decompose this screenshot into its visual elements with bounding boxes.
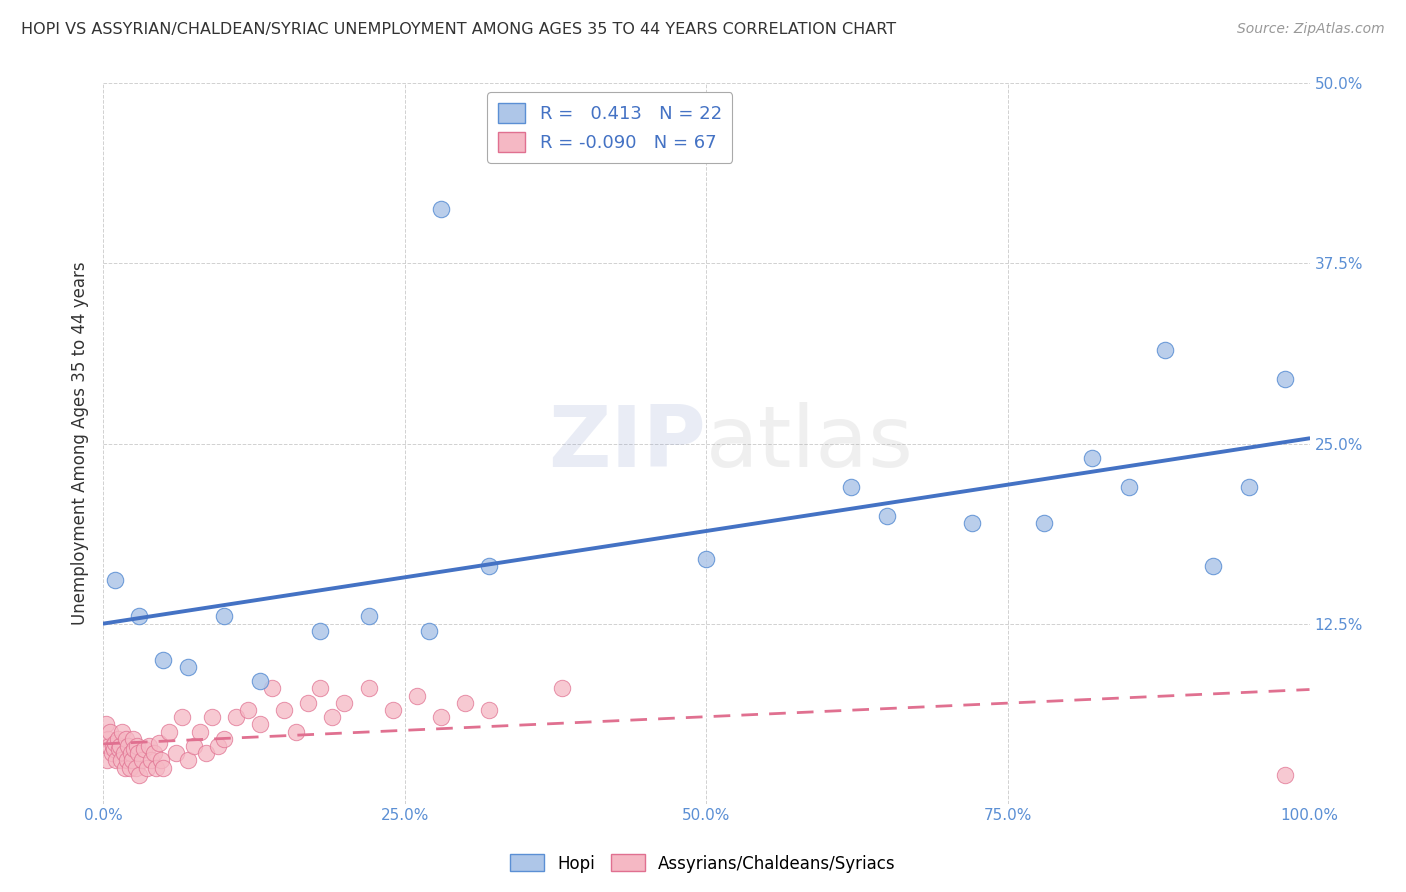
Point bbox=[1081, 450, 1104, 465]
Text: atlas: atlas bbox=[706, 402, 914, 485]
Point bbox=[236, 703, 259, 717]
Point bbox=[321, 710, 343, 724]
Point bbox=[134, 742, 156, 756]
Point bbox=[550, 681, 572, 696]
Point bbox=[1153, 343, 1175, 357]
Point bbox=[107, 731, 129, 746]
Point bbox=[127, 746, 149, 760]
Point bbox=[1202, 558, 1225, 573]
Point bbox=[103, 742, 125, 756]
Point bbox=[201, 710, 224, 724]
Point bbox=[108, 742, 131, 756]
Point bbox=[695, 551, 717, 566]
Point bbox=[405, 689, 427, 703]
Point bbox=[121, 753, 143, 767]
Point bbox=[128, 768, 150, 782]
Point bbox=[454, 696, 477, 710]
Point bbox=[150, 753, 173, 767]
Point bbox=[159, 724, 181, 739]
Point bbox=[96, 753, 118, 767]
Point bbox=[100, 746, 122, 760]
Point bbox=[120, 746, 142, 760]
Point bbox=[297, 696, 319, 710]
Point bbox=[118, 761, 141, 775]
Point bbox=[170, 710, 193, 724]
Point bbox=[152, 761, 174, 775]
Point bbox=[135, 761, 157, 775]
Point bbox=[1237, 480, 1260, 494]
Point bbox=[249, 674, 271, 689]
Point bbox=[418, 624, 440, 638]
Legend: Hopi, Assyrians/Chaldeans/Syriacs: Hopi, Assyrians/Chaldeans/Syriacs bbox=[503, 847, 903, 880]
Point bbox=[115, 731, 138, 746]
Point bbox=[124, 742, 146, 756]
Point bbox=[128, 609, 150, 624]
Point bbox=[108, 739, 131, 753]
Point bbox=[309, 681, 332, 696]
Point bbox=[114, 761, 136, 775]
Point bbox=[176, 753, 198, 767]
Point bbox=[225, 710, 247, 724]
Point bbox=[125, 761, 148, 775]
Point bbox=[152, 652, 174, 666]
Point bbox=[131, 753, 153, 767]
Point bbox=[212, 731, 235, 746]
Point bbox=[148, 736, 170, 750]
Point bbox=[478, 703, 501, 717]
Y-axis label: Unemployment Among Ages 35 to 44 years: Unemployment Among Ages 35 to 44 years bbox=[72, 261, 89, 625]
Point bbox=[125, 739, 148, 753]
Point bbox=[260, 681, 283, 696]
Point bbox=[98, 724, 121, 739]
Point bbox=[960, 516, 983, 530]
Point bbox=[105, 753, 128, 767]
Point bbox=[876, 508, 898, 523]
Point bbox=[104, 574, 127, 588]
Point bbox=[357, 609, 380, 624]
Point bbox=[357, 681, 380, 696]
Point bbox=[1118, 480, 1140, 494]
Point bbox=[101, 739, 124, 753]
Point bbox=[145, 761, 167, 775]
Text: Source: ZipAtlas.com: Source: ZipAtlas.com bbox=[1237, 22, 1385, 37]
Point bbox=[104, 736, 127, 750]
Point bbox=[478, 558, 501, 573]
Point bbox=[122, 731, 145, 746]
Point bbox=[273, 703, 295, 717]
Point bbox=[141, 753, 163, 767]
Point bbox=[110, 753, 132, 767]
Point bbox=[176, 660, 198, 674]
Point bbox=[138, 739, 160, 753]
Point bbox=[430, 202, 453, 216]
Point bbox=[97, 731, 120, 746]
Point bbox=[381, 703, 404, 717]
Text: ZIP: ZIP bbox=[548, 402, 706, 485]
Point bbox=[94, 717, 117, 731]
Point bbox=[249, 717, 271, 731]
Point bbox=[194, 746, 217, 760]
Point bbox=[1274, 372, 1296, 386]
Point bbox=[112, 746, 135, 760]
Point bbox=[165, 746, 187, 760]
Point bbox=[285, 724, 308, 739]
Point bbox=[98, 739, 121, 753]
Point bbox=[212, 609, 235, 624]
Point bbox=[183, 739, 205, 753]
Point bbox=[207, 739, 229, 753]
Point bbox=[117, 753, 139, 767]
Point bbox=[117, 739, 139, 753]
Point bbox=[309, 624, 332, 638]
Point bbox=[839, 480, 862, 494]
Text: HOPI VS ASSYRIAN/CHALDEAN/SYRIAC UNEMPLOYMENT AMONG AGES 35 TO 44 YEARS CORRELAT: HOPI VS ASSYRIAN/CHALDEAN/SYRIAC UNEMPLO… bbox=[21, 22, 896, 37]
Point bbox=[333, 696, 356, 710]
Point bbox=[188, 724, 211, 739]
Legend: R =   0.413   N = 22, R = -0.090   N = 67: R = 0.413 N = 22, R = -0.090 N = 67 bbox=[486, 93, 733, 163]
Point bbox=[1274, 768, 1296, 782]
Point bbox=[111, 724, 134, 739]
Point bbox=[1033, 516, 1056, 530]
Point bbox=[142, 746, 165, 760]
Point bbox=[430, 710, 453, 724]
